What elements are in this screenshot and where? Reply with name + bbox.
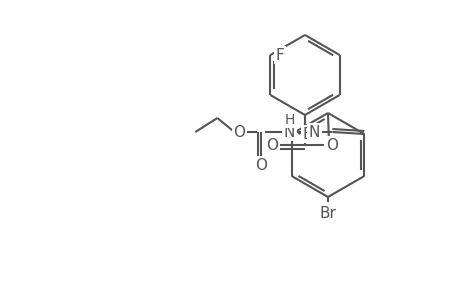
Text: Br: Br [319,206,336,221]
Text: N: N [283,124,294,140]
Text: O: O [255,158,267,172]
Text: O: O [233,124,245,140]
Text: Br: Br [302,127,319,142]
Text: H: H [284,113,294,127]
Text: O: O [325,137,337,152]
Text: N: N [308,124,319,140]
Text: F: F [275,47,284,62]
Text: O: O [265,137,277,152]
